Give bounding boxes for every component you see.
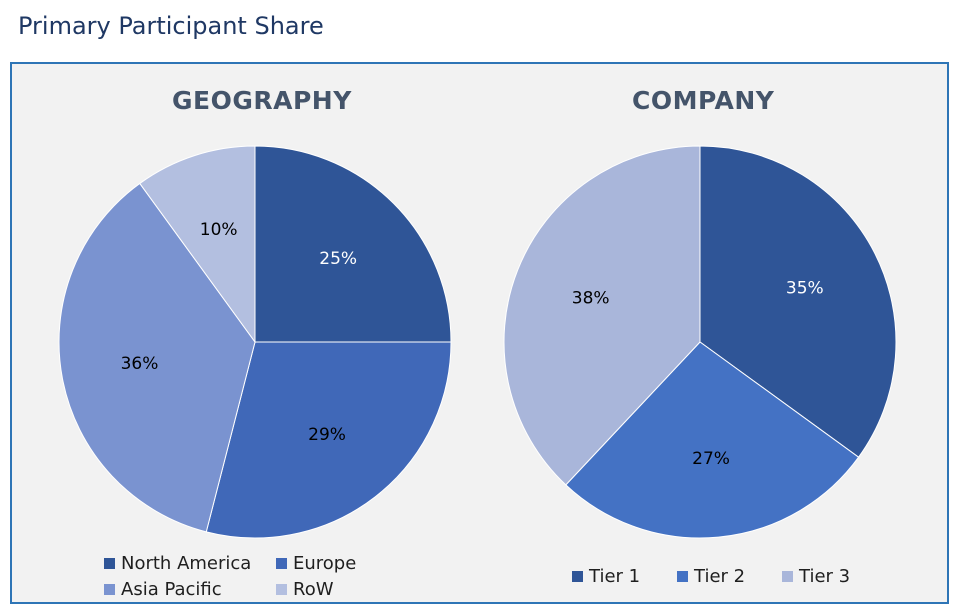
slice-data-label: 36% — [121, 354, 159, 374]
legend-label: Tier 1 — [589, 566, 641, 587]
company-pie: 35% 27% 38% — [503, 145, 897, 539]
slice-data-label: 29% — [308, 425, 346, 445]
legend-label: Tier 2 — [694, 566, 746, 587]
pie-slice-north-america — [254, 145, 452, 343]
legend-item-europe: Europe — [276, 553, 356, 574]
legend-swatch — [276, 558, 287, 569]
legend-item-tier-2: Tier 2 — [677, 566, 745, 587]
slice-data-label: 35% — [786, 279, 824, 299]
pie-slice-tier-3 — [503, 145, 701, 486]
slice-data-label: 25% — [319, 249, 357, 269]
legend-label: Tier 3 — [799, 566, 851, 587]
pie-slice-europe — [205, 341, 452, 539]
legend-label: RoW — [293, 579, 334, 600]
geography-pie: 25% 29% 36% 10% — [58, 145, 452, 539]
pie-slice-row — [139, 145, 256, 344]
legend-item-row: RoW — [276, 579, 334, 600]
legend-item-tier-1: Tier 1 — [572, 566, 640, 587]
legend-label: Europe — [293, 553, 357, 574]
slice-data-label: 27% — [692, 449, 730, 469]
legend-swatch — [782, 571, 793, 582]
legend-swatch — [104, 584, 115, 595]
legend-swatch — [104, 558, 115, 569]
legend-swatch — [276, 584, 287, 595]
slice-data-label: 10% — [200, 220, 238, 240]
legend-label: Asia Pacific — [121, 579, 222, 600]
page-title: Primary Participant Share — [18, 12, 324, 40]
pie-slice-asia-pacific — [58, 182, 256, 533]
geography-chart-title: GEOGRAPHY — [172, 86, 352, 115]
legend-item-tier-3: Tier 3 — [782, 566, 850, 587]
pie-slice-tier-2 — [565, 341, 860, 539]
legend-item-asia-pacific: Asia Pacific — [104, 579, 222, 600]
legend-label: North America — [121, 553, 252, 574]
legend-swatch — [677, 571, 688, 582]
legend-item-north-america: North America — [104, 553, 251, 574]
pie-slice-tier-1 — [699, 145, 897, 458]
legend-swatch — [572, 571, 583, 582]
company-chart-title: COMPANY — [632, 86, 775, 115]
slice-data-label: 38% — [572, 289, 610, 309]
